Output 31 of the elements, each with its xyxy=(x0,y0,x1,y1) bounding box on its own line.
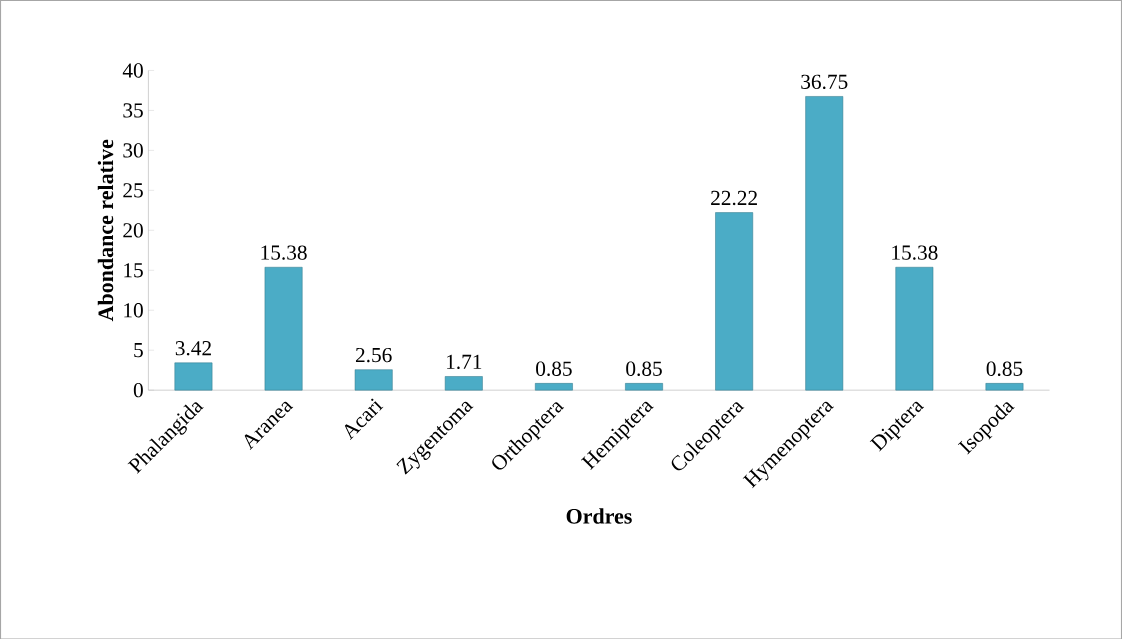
y-tick-label: 30 xyxy=(123,142,143,158)
bar xyxy=(895,266,934,391)
data-label: 0.85 xyxy=(536,361,572,376)
data-label: 36.75 xyxy=(801,74,848,89)
y-tick-label: 40 xyxy=(122,63,143,78)
y-axis-title: Abondance relative xyxy=(97,139,114,321)
bar xyxy=(264,266,303,391)
bar xyxy=(805,95,844,391)
data-label: 2.56 xyxy=(355,347,392,363)
data-label: 0.85 xyxy=(626,361,662,376)
y-tick-label: 5 xyxy=(134,342,143,358)
y-tick-label: 15 xyxy=(124,262,143,278)
data-label: 15.38 xyxy=(261,245,307,260)
data-label: 3.42 xyxy=(175,340,211,356)
y-tick-label: 0 xyxy=(133,382,143,398)
bar xyxy=(985,382,1024,391)
bar xyxy=(535,382,573,391)
y-tick-label: 25 xyxy=(123,182,143,198)
bar xyxy=(444,376,483,391)
bar xyxy=(715,212,754,391)
x-axis-title: Ordres xyxy=(566,508,632,524)
bar xyxy=(354,369,393,391)
data-label: 0.85 xyxy=(986,361,1023,376)
bar xyxy=(625,382,663,391)
data-label: 15.38 xyxy=(892,245,938,260)
bar xyxy=(174,362,213,391)
y-tick-label: 20 xyxy=(123,222,143,238)
data-label: 1.71 xyxy=(447,354,482,369)
y-tick-label: 35 xyxy=(123,103,143,118)
data-label: 22.22 xyxy=(711,190,757,205)
y-tick-label: 10 xyxy=(124,302,143,318)
